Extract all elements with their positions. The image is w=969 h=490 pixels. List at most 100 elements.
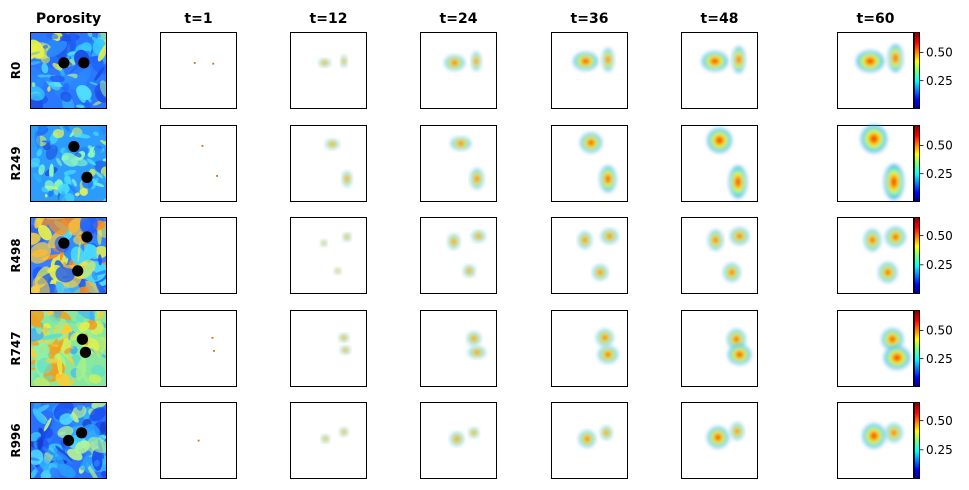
- co2-plume: [451, 137, 471, 150]
- co2-plume: [321, 435, 330, 443]
- colorbar-tick-label: 0.50: [926, 229, 953, 243]
- time-step-title: t=12: [310, 11, 348, 27]
- colorbar-tick-label: 0.25: [926, 443, 953, 457]
- co2-plume: [581, 133, 602, 152]
- saturation-panel: [290, 402, 367, 479]
- co2-plume: [863, 424, 885, 448]
- time-step-title: t=36: [571, 11, 609, 27]
- panel-frame: [160, 32, 237, 109]
- injection-well-marker: [72, 265, 84, 277]
- saturation-panel: [160, 125, 237, 202]
- saturation-panel: [837, 32, 914, 109]
- co2-plume: [334, 267, 341, 274]
- injection-well-marker: [68, 140, 80, 153]
- co2-plume: [600, 166, 616, 192]
- colorbar: 0.50 0.25: [914, 217, 953, 294]
- co2-plume: [886, 424, 902, 442]
- co2-plume: [598, 346, 618, 363]
- co2-plume: [340, 55, 347, 67]
- co2-plume: [213, 350, 215, 352]
- co2-plume: [469, 428, 479, 438]
- co2-plume: [707, 128, 732, 152]
- colorbar-tick-label: 0.50: [926, 139, 953, 153]
- saturation-panel: [551, 217, 628, 294]
- co2-plume: [708, 230, 723, 250]
- saturation-panel: [420, 402, 497, 479]
- injection-well-marker: [79, 346, 92, 358]
- co2-plume: [342, 171, 352, 186]
- saturation-panel: [837, 402, 914, 479]
- panel-frame: [551, 310, 628, 387]
- realization-label: R249: [9, 146, 23, 180]
- co2-plume: [602, 48, 614, 71]
- panel-frame: [30, 310, 107, 387]
- saturation-panel: [551, 402, 628, 479]
- saturation-panel: [681, 125, 758, 202]
- panel-frame: [681, 32, 758, 109]
- saturation-panel: [551, 310, 628, 387]
- co2-plume: [201, 144, 204, 147]
- co2-plume: [211, 336, 214, 339]
- injection-well-marker: [76, 333, 88, 345]
- colorbar-tick-label: 0.50: [926, 46, 953, 60]
- co2-plume: [319, 58, 331, 67]
- panel-frame: [30, 125, 107, 202]
- co2-plume: [731, 423, 744, 439]
- porosity-map: [30, 310, 107, 387]
- co2-plume: [593, 265, 608, 280]
- panel-frame: [30, 32, 107, 109]
- saturation-panel: [290, 32, 367, 109]
- saturation-panel: [837, 310, 914, 387]
- co2-plume: [326, 139, 339, 149]
- injection-well-marker: [81, 171, 93, 183]
- saturation-panel: [160, 217, 237, 294]
- saturation-panel: [420, 32, 497, 109]
- saturation-panel: [681, 217, 758, 294]
- panel-frame: [160, 125, 237, 202]
- panel-frame: [681, 217, 758, 294]
- co2-plume: [340, 428, 348, 436]
- panel-frame: [30, 217, 107, 294]
- co2-plume: [601, 426, 612, 439]
- panel-frame: [30, 402, 107, 479]
- colorbar: 0.50 0.25: [914, 402, 953, 479]
- injection-well-marker: [78, 57, 90, 69]
- co2-plume: [882, 329, 903, 350]
- realization-label: R498: [9, 238, 23, 272]
- panel-frame: [290, 310, 367, 387]
- injection-well-marker: [75, 427, 88, 439]
- panel-frame: [420, 32, 497, 109]
- co2-plume: [731, 228, 748, 244]
- panel-frame: [837, 32, 914, 109]
- co2-plume: [574, 52, 598, 70]
- co2-plume: [884, 346, 910, 369]
- saturation-panel: [420, 217, 497, 294]
- co2-plume: [212, 62, 215, 65]
- panel-frame: [290, 125, 367, 202]
- colorbar-tick-label: 0.50: [926, 414, 953, 428]
- panel-frame: [160, 217, 237, 294]
- co2-plume: [320, 240, 327, 247]
- panel-frame: [420, 125, 497, 202]
- co2-plume: [729, 166, 747, 198]
- saturation-panel: [837, 125, 914, 202]
- co2-plume: [467, 332, 481, 345]
- realization-label: R0: [9, 62, 23, 80]
- co2-plume: [597, 330, 613, 346]
- colorbar-tick-label: 0.25: [926, 258, 953, 272]
- co2-plume: [193, 62, 196, 64]
- co2-plume: [888, 45, 903, 72]
- co2-plume: [861, 125, 887, 152]
- saturation-panel: [837, 217, 914, 294]
- time-step-title: t=24: [440, 11, 478, 27]
- co2-plume: [343, 233, 351, 241]
- co2-plume: [578, 232, 592, 248]
- co2-plume: [216, 175, 218, 177]
- co2-plume: [728, 345, 751, 364]
- saturation-panel: [420, 310, 497, 387]
- co2-plume: [879, 263, 897, 282]
- saturation-panel: [551, 32, 628, 109]
- realization-label: R747: [9, 331, 23, 365]
- panel-frame: [290, 217, 367, 294]
- co2-plume: [469, 346, 485, 358]
